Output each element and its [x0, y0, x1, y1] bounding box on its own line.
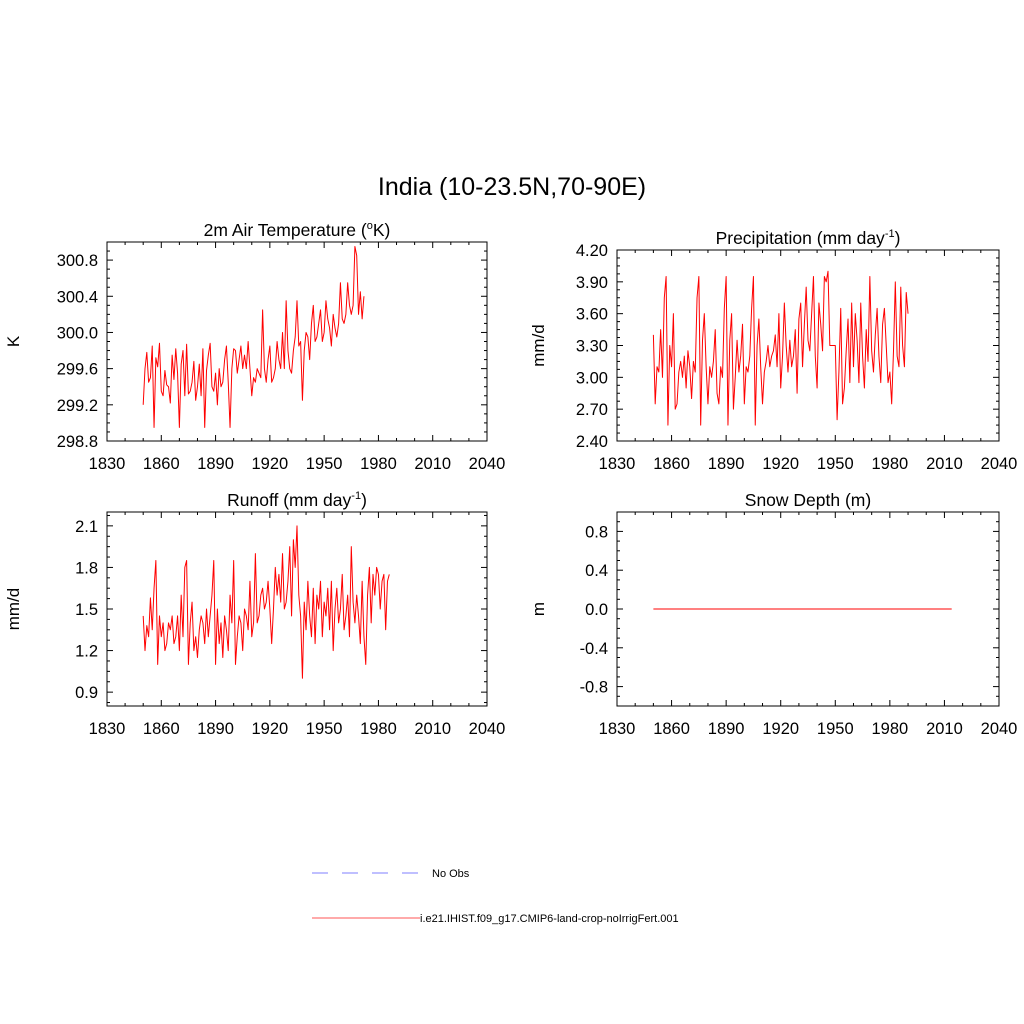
x-tick-label: 1890	[197, 455, 234, 473]
x-tick-label: 1920	[762, 720, 799, 738]
x-tick-label: 1860	[653, 455, 690, 473]
series-line	[652, 270, 909, 426]
y-tick-label: 4.20	[576, 242, 608, 260]
y-tick-label: 298.8	[57, 433, 98, 451]
x-tick-label: 2010	[414, 720, 451, 738]
x-tick-label: 1980	[360, 455, 397, 473]
x-tick-label: 1830	[599, 720, 636, 738]
x-tick-label: 1920	[251, 720, 288, 738]
x-tick-label: 2040	[981, 455, 1018, 473]
figure-title: India (10-23.5N,70-90E)	[378, 173, 646, 201]
x-tick-label: 1980	[360, 720, 397, 738]
x-tick-label: 1950	[306, 455, 343, 473]
y-tick-label: -0.4	[580, 640, 608, 658]
panel-temperature: 1830 1860 1890 1920 1950 1980 2010 2040 298.8 299…	[4, 220, 505, 473]
panel-title: 2m Air Temperature (oK)	[204, 220, 391, 240]
series-line	[142, 246, 365, 428]
y-tick-label: 0.9	[75, 684, 98, 702]
y-tick-label: 3.00	[576, 369, 608, 387]
panel-snow-depth: 1830 1860 1890 1920 1950 1980 2010 2040 -0.8 -0.4…	[529, 490, 1017, 738]
y-tick-label: 0.4	[585, 562, 608, 580]
y-tick-label: 3.90	[576, 274, 608, 292]
panels: 1830 1860 1890 1920 1950 1980 2010 2040 298.8 299…	[4, 220, 1017, 738]
y-axis-label: m	[529, 602, 548, 616]
x-tick-label: 2010	[926, 455, 963, 473]
x-tick-label: 1950	[306, 720, 343, 738]
y-tick-label: 300.4	[57, 288, 98, 306]
y-axis-label: K	[4, 335, 23, 347]
y-tick-label: -0.8	[580, 679, 608, 697]
x-tick-label: 1950	[817, 720, 854, 738]
x-tick-label: 1980	[871, 720, 908, 738]
y-tick-label: 300.8	[57, 252, 98, 270]
x-tick-label: 1860	[143, 455, 180, 473]
y-tick-label: 3.30	[576, 338, 608, 356]
legend-label-no-obs: No Obs	[432, 868, 470, 880]
x-tick-label: 1830	[89, 455, 126, 473]
y-tick-label: 299.6	[57, 361, 98, 379]
panel-precipitation: 1830 1860 1890 1920 1950 1980 2010 2040 2.40 2.70…	[529, 228, 1017, 473]
x-tick-label: 1920	[762, 455, 799, 473]
y-tick-label: 1.8	[75, 559, 98, 577]
series-line	[142, 525, 390, 679]
x-tick-label: 1890	[708, 455, 745, 473]
y-tick-label: 2.40	[576, 433, 608, 451]
x-tick-label: 1890	[708, 720, 745, 738]
y-tick-label: 299.2	[57, 397, 98, 415]
x-tick-label: 2040	[469, 455, 506, 473]
x-tick-label: 1830	[89, 720, 126, 738]
y-tick-label: 2.70	[576, 401, 608, 419]
x-tick-label: 1830	[599, 455, 636, 473]
y-tick-label: 1.2	[75, 643, 98, 661]
y-tick-label: 3.60	[576, 306, 608, 324]
x-tick-label: 1920	[251, 455, 288, 473]
panel-title: Snow Depth (m)	[745, 490, 871, 510]
plot-frame	[106, 241, 488, 442]
legend-label-model: i.e21.IHIST.f09_g17.CMIP6-land-crop-noIr…	[420, 913, 679, 925]
x-tick-label: 1980	[871, 455, 908, 473]
y-tick-label: 2.1	[75, 518, 98, 536]
y-tick-label: 0.0	[585, 601, 608, 619]
x-tick-label: 1890	[197, 720, 234, 738]
x-tick-label: 1860	[653, 720, 690, 738]
y-tick-label: 300.0	[57, 324, 98, 342]
y-axis-label: mm/d	[529, 324, 548, 367]
x-tick-label: 1950	[817, 455, 854, 473]
panel-title: Precipitation (mm day-1)	[716, 228, 901, 248]
panel-runoff: 1830 1860 1890 1920 1950 1980 2010 2040 0.9 1.2 1.…	[4, 490, 505, 738]
x-tick-label: 2010	[926, 720, 963, 738]
y-tick-label: 0.8	[585, 523, 608, 541]
x-tick-label: 2040	[981, 720, 1018, 738]
y-tick-label: 1.5	[75, 601, 98, 619]
legend: No Obs i.e21.IHIST.f09_g17.CMIP6-land-cr…	[312, 868, 679, 925]
panel-title: Runoff (mm day-1)	[227, 490, 367, 510]
y-axis-label: mm/d	[4, 588, 23, 631]
x-tick-label: 2010	[414, 455, 451, 473]
x-tick-label: 1860	[143, 720, 180, 738]
x-tick-label: 2040	[469, 720, 506, 738]
